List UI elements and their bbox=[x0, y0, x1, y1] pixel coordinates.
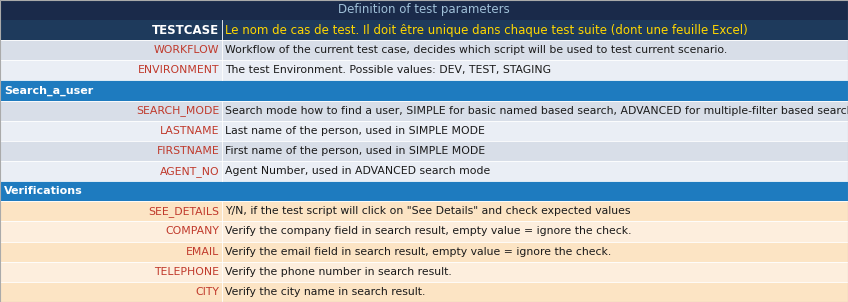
Text: Workflow of the current test case, decides which script will be used to test cur: Workflow of the current test case, decid… bbox=[226, 45, 728, 55]
Text: AGENT_NO: AGENT_NO bbox=[159, 165, 219, 177]
Text: Verify the phone number in search result.: Verify the phone number in search result… bbox=[226, 267, 452, 277]
Text: Verifications: Verifications bbox=[4, 186, 83, 196]
Text: First name of the person, used in SIMPLE MODE: First name of the person, used in SIMPLE… bbox=[226, 146, 485, 156]
Text: FIRSTNAME: FIRSTNAME bbox=[156, 146, 219, 156]
Bar bbox=[0, 262, 848, 282]
Text: Verify the email field in search result, empty value = ignore the check.: Verify the email field in search result,… bbox=[226, 247, 611, 257]
Text: LASTNAME: LASTNAME bbox=[159, 126, 219, 136]
Text: The test Environment. Possible values: DEV, TEST, STAGING: The test Environment. Possible values: D… bbox=[226, 65, 551, 76]
Text: Verify the company field in search result, empty value = ignore the check.: Verify the company field in search resul… bbox=[226, 226, 632, 236]
Bar bbox=[0, 282, 848, 302]
Text: TELEPHONE: TELEPHONE bbox=[154, 267, 219, 277]
Bar bbox=[0, 20, 848, 40]
Bar bbox=[0, 181, 848, 201]
Text: TESTCASE: TESTCASE bbox=[152, 24, 219, 37]
Bar bbox=[0, 221, 848, 242]
Bar bbox=[0, 201, 848, 221]
Bar bbox=[0, 242, 848, 262]
Text: SEARCH_MODE: SEARCH_MODE bbox=[136, 105, 219, 116]
Text: Definition of test parameters: Definition of test parameters bbox=[338, 4, 510, 17]
Text: EMAIL: EMAIL bbox=[186, 247, 219, 257]
Text: Le nom de cas de test. Il doit être unique dans chaque test suite (dont une feui: Le nom de cas de test. Il doit être uniq… bbox=[226, 24, 748, 37]
Text: COMPANY: COMPANY bbox=[165, 226, 219, 236]
Bar bbox=[0, 80, 848, 101]
Text: SEE_DETAILS: SEE_DETAILS bbox=[148, 206, 219, 217]
Text: ENVIRONMENT: ENVIRONMENT bbox=[137, 65, 219, 76]
Text: Y/N, if the test script will click on "See Details" and check expected values: Y/N, if the test script will click on "S… bbox=[226, 206, 631, 216]
Bar bbox=[0, 161, 848, 181]
Text: Search mode how to find a user, SIMPLE for basic named based search, ADVANCED fo: Search mode how to find a user, SIMPLE f… bbox=[226, 106, 848, 116]
Bar bbox=[0, 141, 848, 161]
Bar bbox=[0, 0, 848, 20]
Text: Verify the city name in search result.: Verify the city name in search result. bbox=[226, 287, 426, 297]
Bar bbox=[0, 40, 848, 60]
Bar bbox=[0, 121, 848, 141]
Text: CITY: CITY bbox=[195, 287, 219, 297]
Bar bbox=[0, 101, 848, 121]
Text: Last name of the person, used in SIMPLE MODE: Last name of the person, used in SIMPLE … bbox=[226, 126, 485, 136]
Text: Search_a_user: Search_a_user bbox=[4, 85, 93, 96]
Text: Agent Number, used in ADVANCED search mode: Agent Number, used in ADVANCED search mo… bbox=[226, 166, 490, 176]
Text: WORKFLOW: WORKFLOW bbox=[153, 45, 219, 55]
Bar bbox=[0, 60, 848, 80]
